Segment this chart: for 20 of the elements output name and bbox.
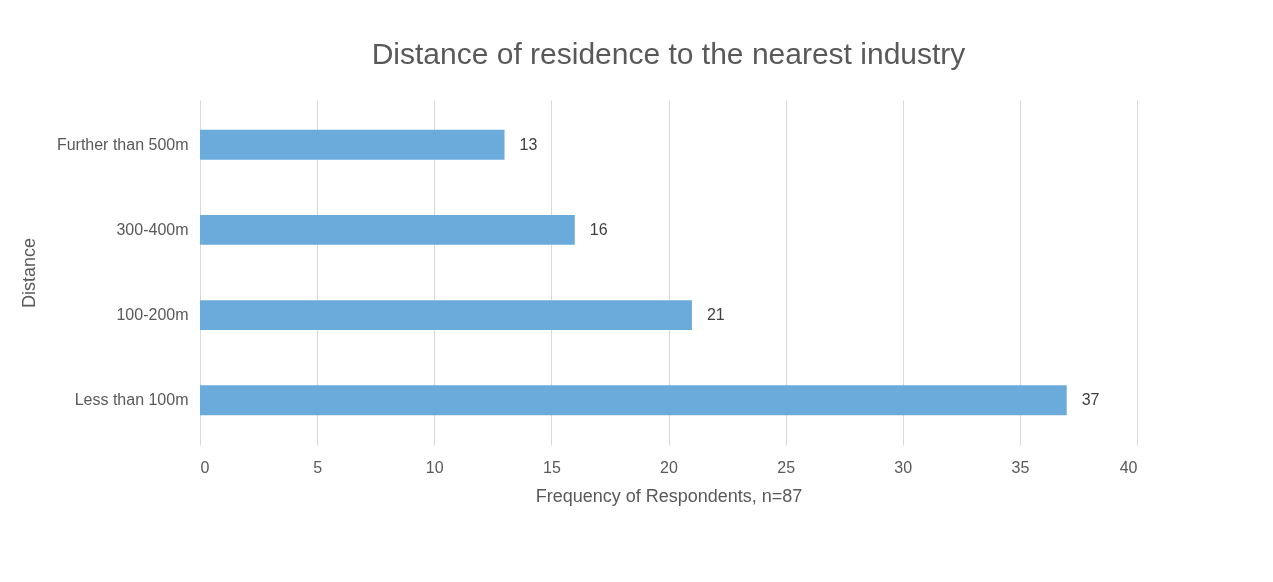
y-axis-title: Distance [18, 237, 39, 309]
x-tick-label: 5 [313, 458, 323, 476]
chart-title: Distance of residence to the nearest industry [371, 37, 966, 70]
data-label: 21 [706, 306, 725, 324]
x-tick-label: 25 [777, 458, 796, 476]
x-tick-label: 20 [660, 458, 678, 476]
y-tick-label: 300-400m [116, 220, 189, 238]
data-label: 16 [589, 220, 608, 238]
y-tick-label: Further than 500m [56, 135, 189, 153]
x-tick-label: 30 [894, 458, 913, 476]
data-label: 13 [519, 135, 538, 153]
y-tick-label: Less than 100m [74, 391, 189, 409]
data-label: 37 [1081, 391, 1100, 409]
x-tick-label: 15 [542, 458, 561, 476]
x-tick-label: 10 [425, 458, 444, 476]
x-tick-label: 0 [200, 458, 210, 476]
x-axis-title: Frequency of Respondents, n=87 [535, 485, 803, 506]
x-tick-label: 35 [1011, 458, 1030, 476]
y-tick-label: 100-200m [116, 306, 189, 324]
x-tick-label: 40 [1119, 458, 1138, 476]
